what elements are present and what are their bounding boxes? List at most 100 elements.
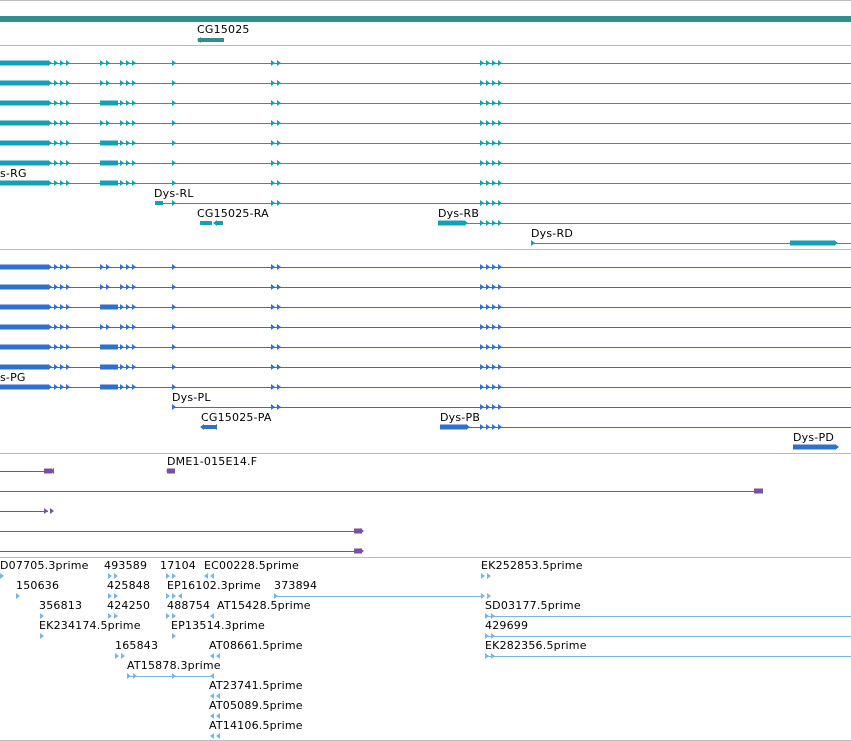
strand-arrow [216,693,220,699]
strand-arrow [213,220,217,226]
est-label[interactable]: 424250 [107,599,151,612]
strand-arrow [66,60,70,66]
strand-arrow [277,200,281,206]
protein-label[interactable]: Dys-PD [793,431,834,444]
transcript-label[interactable]: s-RG [0,167,27,180]
strand-arrow [66,364,70,370]
strand-arrow [54,264,58,270]
strand-arrow [66,100,70,106]
strand-arrow [126,364,130,370]
est-label[interactable]: AT14106.5prime [209,719,303,732]
est-label[interactable]: AT23741.5prime [209,679,303,692]
strand-arrow [60,364,64,370]
strand-arrow [132,344,136,350]
strand-arrow [60,384,64,390]
est-label[interactable]: 150636 [16,579,60,592]
est-label[interactable]: AT15428.5prime [217,599,311,612]
strand-arrow [277,60,281,66]
transcript-label[interactable]: Dys-RB [438,207,480,220]
strand-arrow [277,120,281,126]
strand-arrow [491,633,495,639]
strand-arrow [66,324,70,330]
strand-arrow [197,37,201,43]
gene-label[interactable]: CG15025 [197,23,250,36]
strand-arrow [172,264,176,270]
exon-box [0,304,48,310]
strand-arrow [485,613,489,619]
cdna-label[interactable]: DME1-015E14.F [167,455,258,468]
est-label[interactable]: 373894 [274,579,318,592]
est-label[interactable]: EK252853.5prime [481,559,583,572]
est-label[interactable]: AT05089.5prime [209,699,303,712]
est-label[interactable]: D07705.3prime [0,559,89,572]
strand-arrow [210,733,214,739]
est-label[interactable]: 17104 [160,559,196,572]
strand-arrow [120,264,124,270]
protein-label[interactable]: s-PG [0,371,26,384]
strand-arrow [492,324,496,330]
strand-arrow [210,713,214,719]
strand-arrow [60,180,64,186]
strand-arrow [132,304,136,310]
exon-box [100,180,118,186]
strand-arrow [126,60,130,66]
strand-arrow [492,140,496,146]
est-label[interactable]: EP16102.3prime [167,579,261,592]
exon-box [100,100,118,106]
protein-label[interactable]: CG15025-PA [201,411,272,424]
strand-arrow [491,653,495,659]
strand-arrow [172,200,176,206]
est-label[interactable]: 425848 [107,579,151,592]
est-label[interactable]: SD03177.5prime [485,599,581,612]
strand-arrow [271,264,275,270]
est-label[interactable]: EC00228.5prime [204,559,299,572]
exon-box [100,160,118,166]
strand-arrow [132,264,136,270]
est-label[interactable]: AT08661.5prime [209,639,303,652]
strand-arrow [480,220,484,226]
strand-arrow [120,80,124,86]
strand-arrow [60,264,64,270]
exon-box [100,140,118,146]
transcript-label[interactable]: CG15025-RA [197,207,269,220]
strand-arrow [277,384,281,390]
est-label[interactable]: 429699 [485,619,529,632]
est-label[interactable]: 165843 [115,639,159,652]
est-label[interactable]: 493589 [104,559,148,572]
transcript-label[interactable]: Dys-RD [531,227,573,240]
strand-arrow [178,593,182,599]
est-label[interactable]: EP13514.3prime [171,619,265,632]
strand-arrow [271,304,275,310]
strand-arrow [172,100,176,106]
strand-arrow [492,404,496,410]
strand-arrow [486,284,490,290]
strand-arrow [126,344,130,350]
protein-label[interactable]: Dys-PL [172,391,211,404]
strand-arrow [66,384,70,390]
strand-arrow [60,160,64,166]
strand-arrow [492,384,496,390]
est-label[interactable]: EK234174.5prime [39,619,141,632]
strand-arrow [54,80,58,86]
protein-label[interactable]: Dys-PB [440,411,481,424]
strand-arrow [172,140,176,146]
exon-box [44,468,52,474]
exon-box [440,424,466,430]
est-label[interactable]: 488754 [167,599,211,612]
exon-box [0,284,48,290]
est-label[interactable]: 356813 [39,599,83,612]
strand-arrow [480,120,484,126]
exon-box [204,425,216,429]
strand-arrow [271,344,275,350]
strand-arrow [498,220,502,226]
strand-arrow [60,100,64,106]
strand-arrow [492,120,496,126]
strand-arrow [108,593,112,599]
est-label[interactable]: AT15878.3prime [127,659,221,672]
strand-arrow [213,424,217,430]
strand-arrow [498,424,502,430]
strand-arrow [480,200,484,206]
transcript-label[interactable]: Dys-RL [154,187,194,200]
est-label[interactable]: EK282356.5prime [485,639,587,652]
strand-arrow [210,573,214,579]
